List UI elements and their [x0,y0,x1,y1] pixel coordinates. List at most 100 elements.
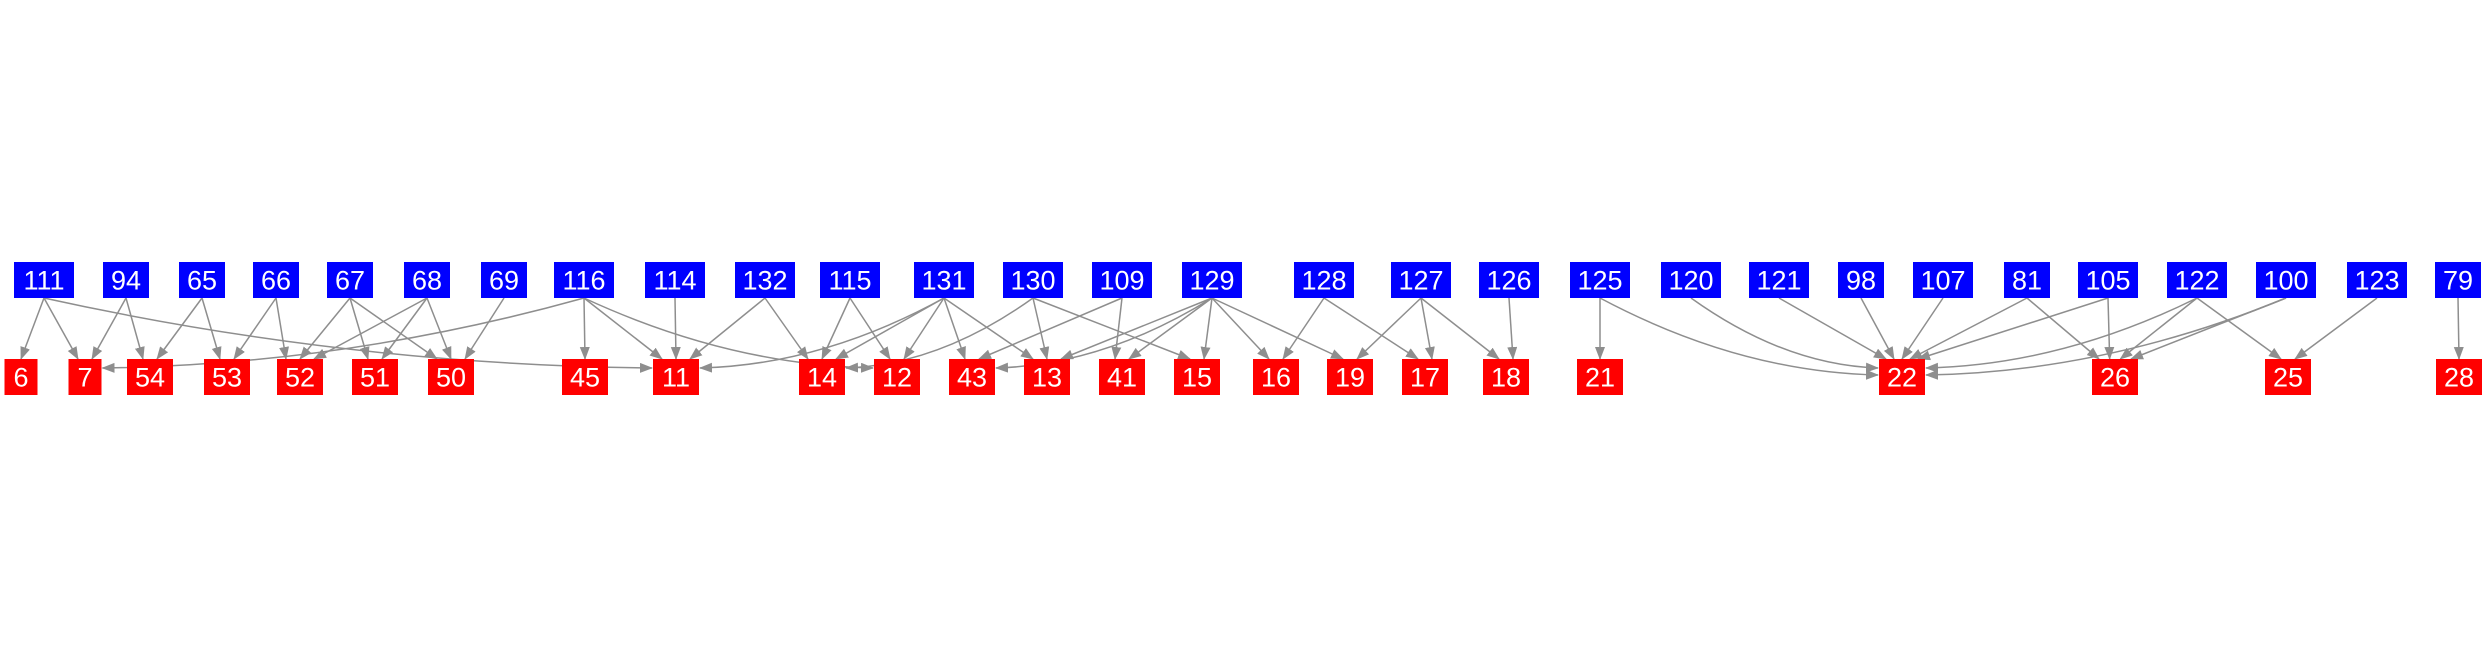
node-label-121: 121 [1756,266,1801,296]
node-box-11 [653,359,699,395]
node-label-69: 69 [489,266,519,296]
edges-layer [20,297,2464,380]
graph-node-41: 41 [1099,359,1145,395]
edge-116-to-12 [583,297,874,373]
edge-65-to-54 [156,297,203,360]
graph-node-105: 105 [2078,262,2138,298]
node-label-127: 127 [1398,266,1443,296]
edge-116-to-11 [583,297,663,360]
edge-121-to-22 [1778,297,1887,360]
node-label-122: 122 [2174,266,2219,296]
edge-122-to-25 [2196,297,2282,360]
node-box-69 [481,262,527,298]
graph-node-7: 7 [68,359,102,395]
node-box-17 [1402,359,1448,395]
node-label-114: 114 [653,266,696,296]
node-label-107: 107 [1920,266,1965,296]
graph-node-123: 123 [2347,262,2407,298]
node-box-109 [1092,262,1152,298]
node-label-111: 111 [23,266,64,296]
node-label-12: 12 [882,363,912,393]
node-box-25 [2265,359,2311,395]
node-label-19: 19 [1335,363,1365,393]
graph-node-28: 28 [2436,359,2482,395]
node-label-94: 94 [111,266,141,296]
node-label-120: 120 [1668,266,1713,296]
node-label-15: 15 [1182,363,1212,393]
node-box-67 [327,262,373,298]
graph-node-94: 94 [103,262,149,298]
edge-132-to-11 [689,297,766,360]
node-box-43 [949,359,995,395]
node-box-21 [1577,359,1623,395]
node-box-28 [2436,359,2482,395]
node-box-54 [127,359,173,395]
node-box-22 [1879,359,1925,395]
graph-node-14: 14 [799,359,845,395]
edge-68-to-50 [426,297,452,360]
node-label-14: 14 [807,363,837,393]
edge-66-to-52 [275,297,289,360]
node-label-131: 131 [921,266,966,296]
node-label-81: 81 [2012,266,2042,296]
edge-109-to-41 [1111,297,1123,360]
node-label-25: 25 [2273,363,2303,393]
node-label-130: 130 [1010,266,1055,296]
edge-122-to-26 [2119,297,2198,360]
edge-100-to-26 [2130,297,2287,360]
node-box-50 [428,359,474,395]
node-box-16 [1253,359,1299,395]
edge-81-to-26 [2026,297,2100,360]
graph-node-107: 107 [1913,262,1973,298]
node-label-65: 65 [187,266,217,296]
edge-68-to-51 [381,297,428,360]
node-box-123 [2347,262,2407,298]
node-box-120 [1661,262,1721,298]
node-box-12 [874,359,920,395]
node-box-130 [1003,262,1063,298]
node-label-22: 22 [1887,363,1917,393]
graph-node-17: 17 [1402,359,1448,395]
edge-109-to-43 [978,297,1123,360]
edge-122-to-22 [1925,297,2198,373]
node-label-105: 105 [2085,266,2130,296]
edge-115-to-14 [821,297,851,360]
edge-81-to-22 [1909,297,2028,360]
graph-node-132: 132 [735,262,795,298]
edge-66-to-53 [233,297,277,360]
node-label-116: 116 [562,266,605,296]
node-label-45: 45 [570,363,600,393]
graph-node-53: 53 [204,359,250,395]
node-label-132: 132 [742,266,787,296]
graph-node-120: 120 [1661,262,1721,298]
edge-125-to-22 [1599,297,1879,380]
graph-node-129: 129 [1182,262,1242,298]
edge-130-to-15 [1032,297,1191,360]
graph-node-69: 69 [481,262,527,298]
node-label-7: 7 [77,363,92,393]
node-box-105 [2078,262,2138,298]
edge-116-to-45 [579,297,590,360]
edge-127-to-18 [1420,297,1500,360]
edge-116-to-7 [101,297,585,373]
graph-node-51: 51 [352,359,398,395]
node-label-21: 21 [1585,363,1615,393]
graph-node-12: 12 [874,359,920,395]
node-label-100: 100 [2263,266,2308,296]
edge-115-to-12 [849,297,891,360]
graph-node-127: 127 [1391,262,1451,298]
node-box-65 [179,262,225,298]
edge-67-to-51 [349,297,370,360]
graph-node-54: 54 [127,359,173,395]
edge-69-to-50 [464,297,505,360]
graph-node-15: 15 [1174,359,1220,395]
graph-node-98: 98 [1838,262,1884,298]
edge-68-to-52 [313,297,428,360]
graph-node-25: 25 [2265,359,2311,395]
graph-node-111: 111 [14,262,74,298]
node-box-132 [735,262,795,298]
graph-node-45: 45 [562,359,608,395]
node-box-53 [204,359,250,395]
